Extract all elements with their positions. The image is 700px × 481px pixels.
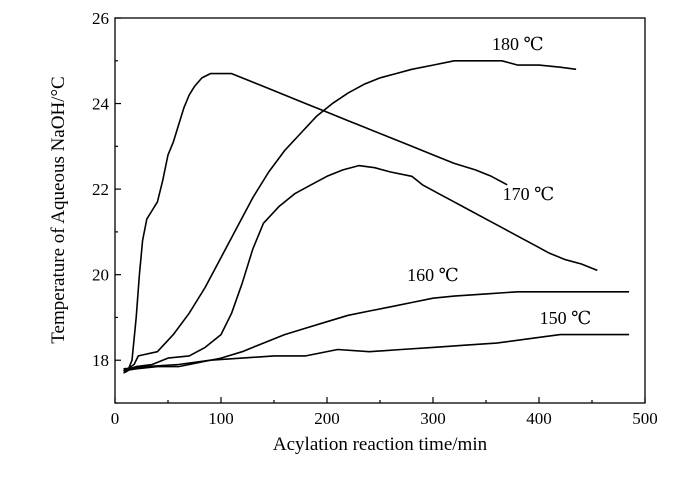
series-line-3	[123, 164, 598, 372]
x-axis-title: Acylation reaction time/min	[273, 434, 488, 455]
x-tick-label: 0	[111, 409, 120, 428]
series-line-2	[123, 72, 508, 374]
series-line-4	[123, 291, 630, 372]
y-tick-label: 20	[92, 266, 109, 285]
x-tick-label: 100	[208, 409, 234, 428]
series-annotation: 160 ℃	[407, 265, 459, 285]
series-annotation: 170 ℃	[503, 184, 555, 204]
tick-labels: 0 100 200 300 400 500 18 20 22 24 26	[92, 9, 658, 428]
series-lines	[123, 60, 630, 374]
series-line-5	[123, 333, 630, 370]
x-tick-label: 200	[314, 409, 340, 428]
y-tick-label: 18	[92, 351, 109, 370]
x-tick-label: 300	[420, 409, 446, 428]
x-tick-label: 500	[632, 409, 658, 428]
y-tick-label: 24	[92, 95, 110, 114]
series-annotations: 180 ℃ 170 ℃ 160 ℃ 150 ℃	[407, 34, 591, 328]
y-tick-label: 22	[92, 180, 109, 199]
plot-frame	[114, 17, 646, 404]
series-annotation: 180 ℃	[492, 34, 544, 54]
x-tick-label: 400	[526, 409, 552, 428]
series-line-1	[123, 60, 577, 372]
axis-ticks	[114, 17, 646, 404]
series-annotation: 150 ℃	[540, 308, 592, 328]
y-tick-label: 26	[92, 9, 109, 28]
y-axis-title: Temperature of Aqueous NaOH/°C	[48, 76, 69, 343]
